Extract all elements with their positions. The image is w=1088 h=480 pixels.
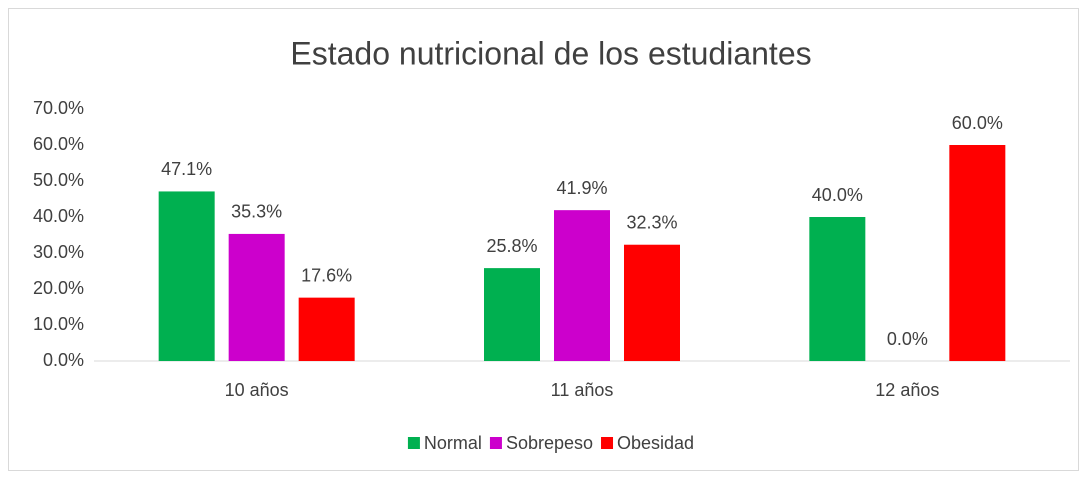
y-tick-label: 70.0% [33, 98, 84, 118]
legend-swatch [601, 437, 614, 449]
data-label: 35.3% [231, 202, 282, 222]
data-label: 32.3% [626, 212, 677, 232]
data-label: 47.1% [161, 159, 212, 179]
bar [809, 217, 866, 361]
data-label: 60.0% [952, 113, 1003, 133]
data-label: 25.8% [486, 236, 537, 256]
data-label: 17.6% [301, 265, 352, 285]
data-label: 40.0% [812, 185, 863, 205]
bar [298, 297, 355, 361]
bar [624, 244, 680, 361]
legend-label: Obesidad [617, 433, 694, 453]
bar [949, 145, 1006, 361]
y-tick-label: 20.0% [33, 278, 84, 298]
bar [484, 268, 540, 361]
y-tick-label: 0.0% [43, 350, 84, 370]
legend-label: Sobrepeso [506, 433, 593, 453]
bar [554, 210, 610, 361]
data-label: 0.0% [887, 329, 928, 349]
y-tick-label: 60.0% [33, 134, 84, 154]
y-tick-label: 40.0% [33, 206, 84, 226]
y-tick-label: 10.0% [33, 314, 84, 334]
x-tick-label: 10 años [225, 380, 289, 400]
y-tick-label: 30.0% [33, 242, 84, 262]
bar [158, 191, 215, 361]
bar [228, 233, 285, 361]
legend-label: Normal [424, 433, 482, 453]
chart-title: Estado nutricional de los estudiantes [290, 35, 811, 71]
legend-swatch [489, 437, 502, 449]
x-tick-label: 11 años [551, 380, 614, 400]
legend-swatch [407, 437, 420, 449]
data-label: 41.9% [556, 178, 607, 198]
x-tick-label: 12 años [875, 380, 939, 400]
y-tick-label: 50.0% [33, 170, 84, 190]
